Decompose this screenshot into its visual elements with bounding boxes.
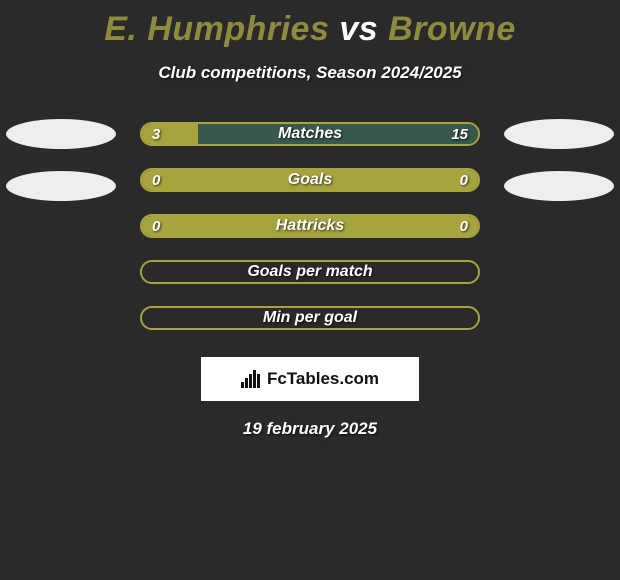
stat-row: Matches315 <box>0 111 620 157</box>
player1-name: E. Humphries <box>104 10 329 48</box>
bar-right-segment <box>198 124 478 144</box>
brand-box: FcTables.com <box>201 357 419 401</box>
player1-avatar <box>6 119 116 149</box>
stat-bar: Goals00 <box>140 168 480 192</box>
stat-row: Min per goal <box>0 295 620 341</box>
bar-left-segment <box>142 170 310 190</box>
bar-right-segment <box>310 170 478 190</box>
stat-bar: Min per goal <box>140 306 480 330</box>
subtitle: Club competitions, Season 2024/2025 <box>158 63 461 83</box>
player2-avatar <box>504 119 614 149</box>
bar-left-segment <box>142 308 310 328</box>
vs-text: vs <box>339 10 378 48</box>
player2-name: Browne <box>388 10 516 48</box>
stat-row: Goals00 <box>0 157 620 203</box>
page-title: E. Humphries vs Browne <box>104 10 516 49</box>
comparison-infographic: E. Humphries vs Browne Club competitions… <box>0 0 620 439</box>
player1-avatar <box>6 171 116 201</box>
bar-right-segment <box>310 216 478 236</box>
bar-left-segment <box>142 216 310 236</box>
stat-bar: Goals per match <box>140 260 480 284</box>
stat-bar: Hattricks00 <box>140 214 480 238</box>
stat-bar: Matches315 <box>140 122 480 146</box>
bar-right-segment <box>310 262 478 282</box>
date-text: 19 february 2025 <box>243 419 377 439</box>
bar-left-segment <box>142 262 310 282</box>
brand-text: FcTables.com <box>267 369 379 389</box>
stat-row: Hattricks00 <box>0 203 620 249</box>
player2-avatar <box>504 171 614 201</box>
bar-chart-icon <box>241 370 263 388</box>
stat-row: Goals per match <box>0 249 620 295</box>
bar-right-segment <box>310 308 478 328</box>
stats-area: Matches315 Goals00 Hattricks00 Goals per ma… <box>0 111 620 341</box>
bar-left-segment <box>142 124 198 144</box>
